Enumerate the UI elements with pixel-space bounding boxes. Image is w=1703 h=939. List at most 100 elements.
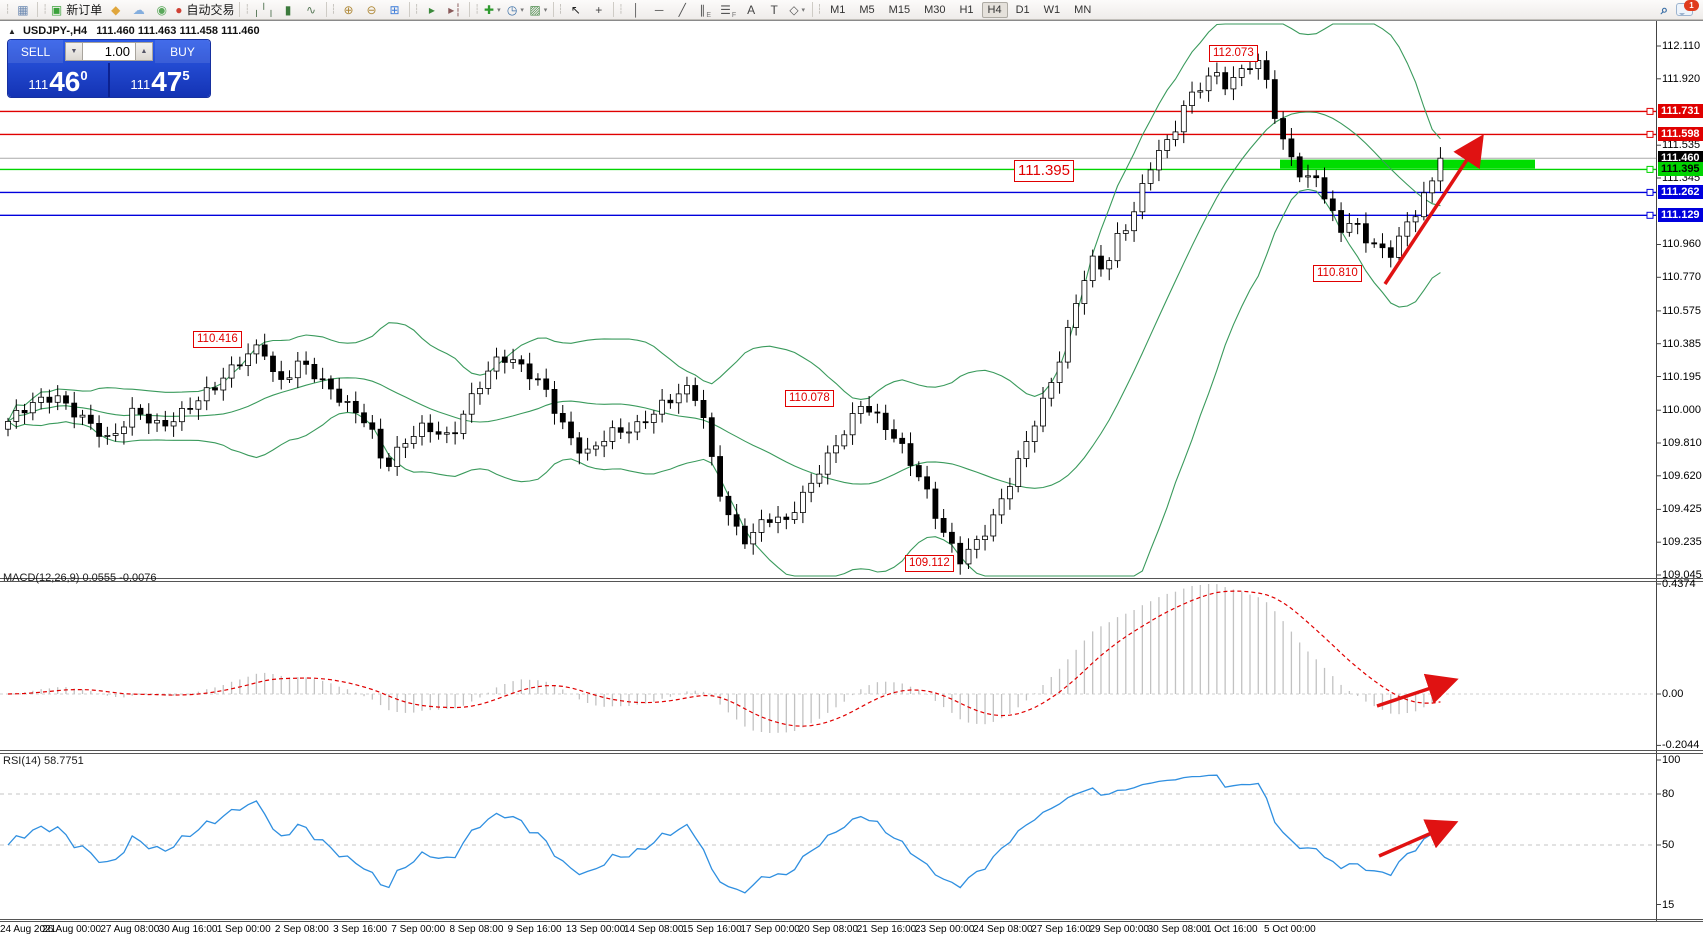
search-icon[interactable]: ⌕ — [1660, 1, 1668, 17]
cursor-icon: ↖ — [570, 2, 581, 17]
price-annotation[interactable]: 109.112 — [905, 555, 954, 572]
trend-arrows[interactable] — [1376, 134, 1484, 858]
notification-badge: 1 — [1684, 0, 1699, 11]
one-click-trading-panel: SELL ▼ 1.00 ▲ BUY 111 46 0 111 47 5 — [8, 40, 210, 97]
buy-button[interactable]: BUY — [155, 40, 210, 63]
sell-button[interactable]: SELL — [8, 40, 63, 63]
cursor-button[interactable]: ↖ — [564, 1, 587, 19]
symbol-period-label: USDJPY-,H4 — [22, 25, 88, 37]
sell-price-sup: 0 — [80, 68, 88, 83]
zoom-in-button[interactable]: ⊕ — [337, 1, 360, 19]
autotrading-button[interactable]: ● 自动交易 — [173, 1, 236, 19]
price-level-label: 111.129 — [1658, 208, 1703, 223]
timeframe-mn[interactable]: MN — [1074, 3, 1092, 16]
toolbar-group-handle: ┆ — [330, 4, 337, 14]
market-watch-icon: ▦ — [17, 2, 29, 17]
lot-increase-button[interactable]: ▲ — [135, 42, 153, 61]
timeframe-d1[interactable]: D1 — [1015, 3, 1030, 16]
periods-icon: ◷ — [506, 2, 518, 17]
market-watch-button[interactable]: ▦ — [11, 1, 34, 19]
timeframe-m15[interactable]: M15 — [888, 3, 911, 16]
price-axis-label: 111.920 — [1662, 72, 1701, 85]
timeframe-m5[interactable]: M5 — [859, 3, 875, 16]
periods-button[interactable]: ◷ ▾ — [504, 1, 527, 19]
arrow-rsi[interactable] — [1378, 819, 1459, 858]
resistance-zone-bar[interactable] — [1280, 159, 1535, 169]
lot-size-input[interactable]: 1.00 — [83, 42, 135, 61]
chevron-down-icon[interactable]: ▾ — [497, 6, 501, 14]
vertical-line-button[interactable]: │ — [625, 1, 648, 19]
chevron-down-icon[interactable]: ▾ — [801, 6, 806, 14]
equidistant-channel-icon-sub: E — [706, 11, 712, 19]
add-indicator-button[interactable]: ✚ ▾ — [481, 1, 504, 19]
timeframe-h4[interactable]: H4 — [981, 1, 1008, 18]
equidistant-channel-icon: ∥ — [699, 2, 706, 17]
pane-borders — [0, 20, 1703, 922]
price-annotation[interactable]: 110.810 — [1313, 265, 1362, 282]
fibonacci-icon: ☰ — [720, 2, 731, 17]
price-divider — [108, 63, 110, 97]
mql5-community-button[interactable]: ☁ — [127, 1, 150, 19]
chevron-down-icon[interactable]: ▾ — [543, 6, 548, 14]
time-axis-label: 7 Sep 00:00 — [391, 924, 446, 935]
timeframe-m30[interactable]: M30 — [924, 3, 946, 16]
arrow-macd[interactable] — [1376, 673, 1459, 708]
horizontal-level-lines[interactable] — [0, 107, 1656, 219]
time-axis-label: 1 Oct 16:00 — [1205, 924, 1258, 935]
lot-decrease-button[interactable]: ▼ — [65, 42, 83, 61]
equidistant-channel-button[interactable]: ∥ E — [694, 1, 717, 19]
bar-chart-button[interactable]: ╷╵╷ — [251, 1, 277, 19]
candlestick-chart-button[interactable]: ▮ — [277, 1, 300, 19]
line-chart-button[interactable]: ∿ — [300, 1, 323, 19]
new-order-label: 新订单 — [66, 3, 103, 17]
price-annotation[interactable]: 112.073 — [1209, 45, 1258, 62]
collapse-quote-icon[interactable]: ▲ — [8, 27, 16, 36]
price-annotation[interactable]: 110.416 — [193, 331, 242, 348]
template-button[interactable]: ▨ ▾ — [527, 1, 550, 19]
metaeditor-button[interactable]: ◆ — [104, 1, 127, 19]
rsi-axis-label: 50 — [1662, 839, 1675, 851]
fibonacci-button[interactable]: ☰ F — [717, 1, 740, 19]
horizontal-line-button[interactable]: ─ — [648, 1, 671, 19]
bar-chart-icon: ╷╵╷ — [252, 2, 275, 17]
macd-label: MACD(12,26,9) 0.0555 -0.0076 — [3, 572, 157, 584]
quote-header: ▲ USDJPY-,H4 111.460 111.463 111.458 111… — [8, 25, 260, 37]
text-label-button[interactable]: T — [763, 1, 786, 19]
metaeditor-icon: ◆ — [111, 2, 121, 17]
crosshair-button[interactable]: + — [587, 1, 610, 19]
trendline-button[interactable]: ╱ — [671, 1, 694, 19]
sell-price[interactable]: 111 46 0 — [8, 63, 108, 97]
price-axis-label: 109.425 — [1662, 503, 1702, 516]
line-chart-icon: ∿ — [306, 2, 317, 17]
macd-axis-label: -0.2044 — [1662, 739, 1700, 752]
timeframe-m1[interactable]: M1 — [830, 3, 846, 16]
auto-scroll-button[interactable]: ▸ — [420, 1, 443, 19]
chevron-down-icon[interactable]: ▾ — [520, 6, 524, 14]
time-axis-label: 2 Sep 08:00 — [274, 924, 329, 935]
new-order-button[interactable]: ▣ 新订单 — [49, 1, 104, 19]
timeframe-w1[interactable]: W1 — [1043, 3, 1061, 16]
tile-windows-button[interactable]: ⊞ — [383, 1, 406, 19]
toolbar: ┆ ▦ ┆ ▣ 新订单 ◆ ☁ ◉ ● 自动交易 ┆ ╷╵╷ ▮ ∿ ┆ ⊕ ⊖ ⊞ ┆ ▸ ▸┆ ┆ ✚ ▾ ◷ ▾ ▨ ▾ ┆ ↖ + ┆… — [0, 0, 1703, 20]
arrows-objects-button[interactable]: ◇ ▾ — [786, 1, 809, 19]
crosshair-icon: + — [595, 2, 603, 17]
text-button[interactable]: A — [740, 1, 763, 19]
signals-button[interactable]: ◉ — [150, 1, 173, 19]
rsi-label: RSI(14) 58.7751 — [3, 755, 84, 767]
zoom-out-button[interactable]: ⊖ — [360, 1, 383, 19]
template-icon: ▨ — [529, 2, 541, 17]
buy-price[interactable]: 111 47 5 — [110, 63, 210, 97]
chart-shift-button[interactable]: ▸┆ — [443, 1, 466, 19]
time-axis-label: 9 Sep 16:00 — [507, 924, 562, 935]
price-axis-label: 110.385 — [1662, 337, 1701, 350]
price-annotation[interactable]: 110.078 — [785, 390, 834, 407]
timeframe-h1[interactable]: H1 — [959, 3, 974, 16]
text-label-icon: T — [770, 2, 778, 17]
price-annotation[interactable]: 111.395 — [1014, 160, 1074, 182]
time-axis-label: 24 Aug 2021 — [0, 924, 57, 935]
notifications-icon[interactable]: 1 — [1676, 0, 1699, 16]
candlestick-chart-icon: ▮ — [284, 2, 292, 17]
price-axis-label: 110.000 — [1662, 404, 1701, 417]
arrow-main[interactable] — [1383, 134, 1484, 285]
